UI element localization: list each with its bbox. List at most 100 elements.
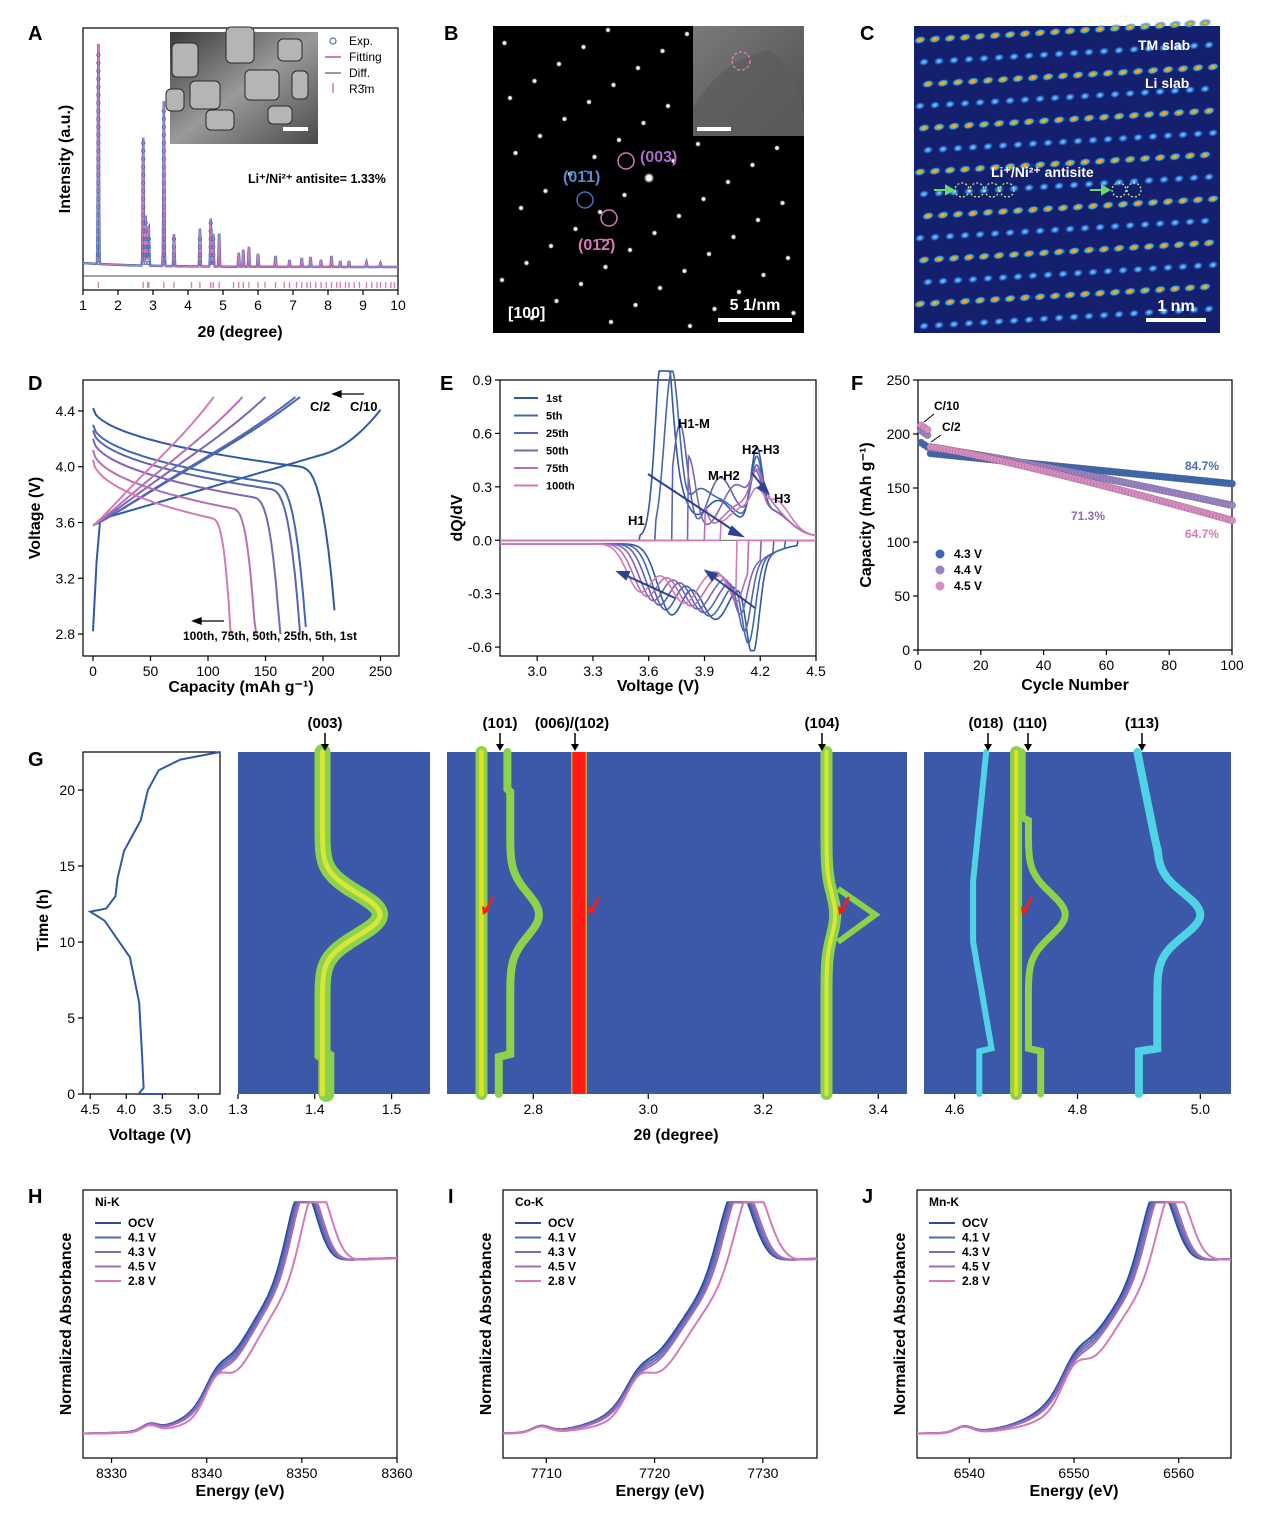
y-tick-label: 4.4 <box>56 403 76 419</box>
atom-column <box>996 207 1010 216</box>
discharge-dqdv <box>500 539 816 605</box>
retention-label: 64.7% <box>1185 527 1219 541</box>
diffraction-spot <box>547 242 555 250</box>
exp-point <box>197 252 203 258</box>
atom-column <box>1057 137 1069 147</box>
sem-inset <box>165 26 318 144</box>
atom-column <box>1019 95 1031 104</box>
atom-column <box>1068 48 1080 58</box>
panel-f: F 0 20 40 60 80 100 0 50 100 150 200 250 C/10 C/2 8… <box>851 372 1244 694</box>
rate-label: C/10 <box>934 399 960 413</box>
x-tick-label: 150 <box>254 663 278 679</box>
atom-column <box>1018 293 1032 302</box>
x-axis-label: Energy (eV) <box>616 1483 705 1500</box>
exp-point <box>161 212 167 218</box>
atom-column <box>963 319 975 328</box>
atom-column <box>1097 112 1111 122</box>
y-axis-label: Voltage (V) <box>27 477 44 559</box>
legend-label: 4.1 V <box>962 1231 990 1245</box>
diffraction-spot <box>577 280 585 288</box>
legend-label: 5th <box>546 411 563 423</box>
exp-point <box>208 228 213 234</box>
y-axis-label: Normalized Absorbance <box>478 1233 495 1416</box>
atom-column <box>1158 307 1170 316</box>
peak-label: (006)/(102) <box>535 715 609 732</box>
atom-column <box>943 33 957 43</box>
x-tick-label: 5 <box>219 297 227 313</box>
atom-column <box>943 297 957 307</box>
axis-ticks: 0 50 100 150 200 250 2.8 3.2 3.6 4.0 4.4 <box>56 403 393 679</box>
edge-label: Co-K <box>515 1195 544 1209</box>
exp-point <box>141 180 146 186</box>
arrow-icon <box>1024 744 1032 751</box>
panel-d: D 0 50 100 150 200 250 2.8 3.2 3.6 4.0 4.4 C/2 C/1… <box>27 373 400 696</box>
arrow-icon <box>496 744 504 751</box>
atom-column <box>1112 244 1126 253</box>
legend-label: Fitting <box>349 50 382 64</box>
exp-point <box>96 236 101 242</box>
exp-point <box>146 260 151 266</box>
atom-column <box>1078 289 1092 299</box>
xas-spectrum <box>503 1201 817 1435</box>
atom-column <box>1003 294 1017 303</box>
x-tick-label: 60 <box>1099 657 1115 673</box>
capacity-point <box>1228 479 1236 488</box>
diffraction-spot <box>634 64 642 72</box>
atom-column <box>1168 152 1182 161</box>
atom-column <box>1139 220 1151 229</box>
atom-column <box>1048 291 1062 301</box>
pointer-line <box>923 413 935 423</box>
exp-point <box>96 116 101 122</box>
peak-label: (110) <box>1013 715 1047 732</box>
exp-point <box>208 260 213 266</box>
y-tick-label: 0.9 <box>473 372 493 388</box>
exp-point <box>96 100 101 106</box>
atom-column <box>958 165 972 174</box>
atom-column <box>1042 270 1054 279</box>
atom-column <box>1203 40 1215 50</box>
atom-column <box>981 76 995 85</box>
atom-column <box>993 317 1005 326</box>
x-tick-label: 5.0 <box>1191 1101 1211 1117</box>
discharge-curve <box>92 438 282 635</box>
atom-column <box>1192 261 1204 270</box>
x-tick-label: 3.3 <box>583 663 603 679</box>
exp-point <box>161 180 167 186</box>
atom-column <box>1203 172 1215 182</box>
diffraction-spot <box>512 149 519 157</box>
y-tick-label: 5 <box>67 1010 75 1026</box>
legend-label: 4.5 V <box>954 579 982 593</box>
atom-column <box>982 142 994 151</box>
diffraction-spot <box>664 102 672 110</box>
y-tick-label: 4.0 <box>56 459 76 475</box>
atom-column <box>1176 196 1190 205</box>
atom-column <box>929 100 941 110</box>
atom-column <box>932 122 946 132</box>
legend-label: 25th <box>546 428 569 440</box>
scale-bar <box>718 318 792 322</box>
atom-column <box>1183 19 1197 29</box>
spot-circle <box>576 191 594 209</box>
atom-column <box>936 78 950 88</box>
atom-column <box>1176 64 1190 73</box>
exp-point <box>141 148 146 154</box>
discharge-curve <box>92 424 307 628</box>
atom-column <box>1154 87 1166 96</box>
x-tick-label: 8360 <box>381 1465 412 1481</box>
atom-column <box>1131 199 1145 208</box>
atom-column <box>1153 285 1167 294</box>
rate-label: C/2 <box>310 399 330 414</box>
grain <box>267 105 293 125</box>
exp-point <box>143 252 148 258</box>
atom-column <box>1157 109 1171 118</box>
atom-column <box>1007 250 1021 259</box>
atom-column <box>1082 245 1096 255</box>
fit-curve <box>83 43 398 268</box>
diffraction-spot <box>656 284 664 292</box>
atom-column <box>1038 50 1050 59</box>
atom-column <box>1048 27 1062 37</box>
diffraction-spot <box>754 216 762 224</box>
y-tick-label: 3.2 <box>56 570 76 586</box>
peak-evolution-traces <box>314 744 1205 1102</box>
